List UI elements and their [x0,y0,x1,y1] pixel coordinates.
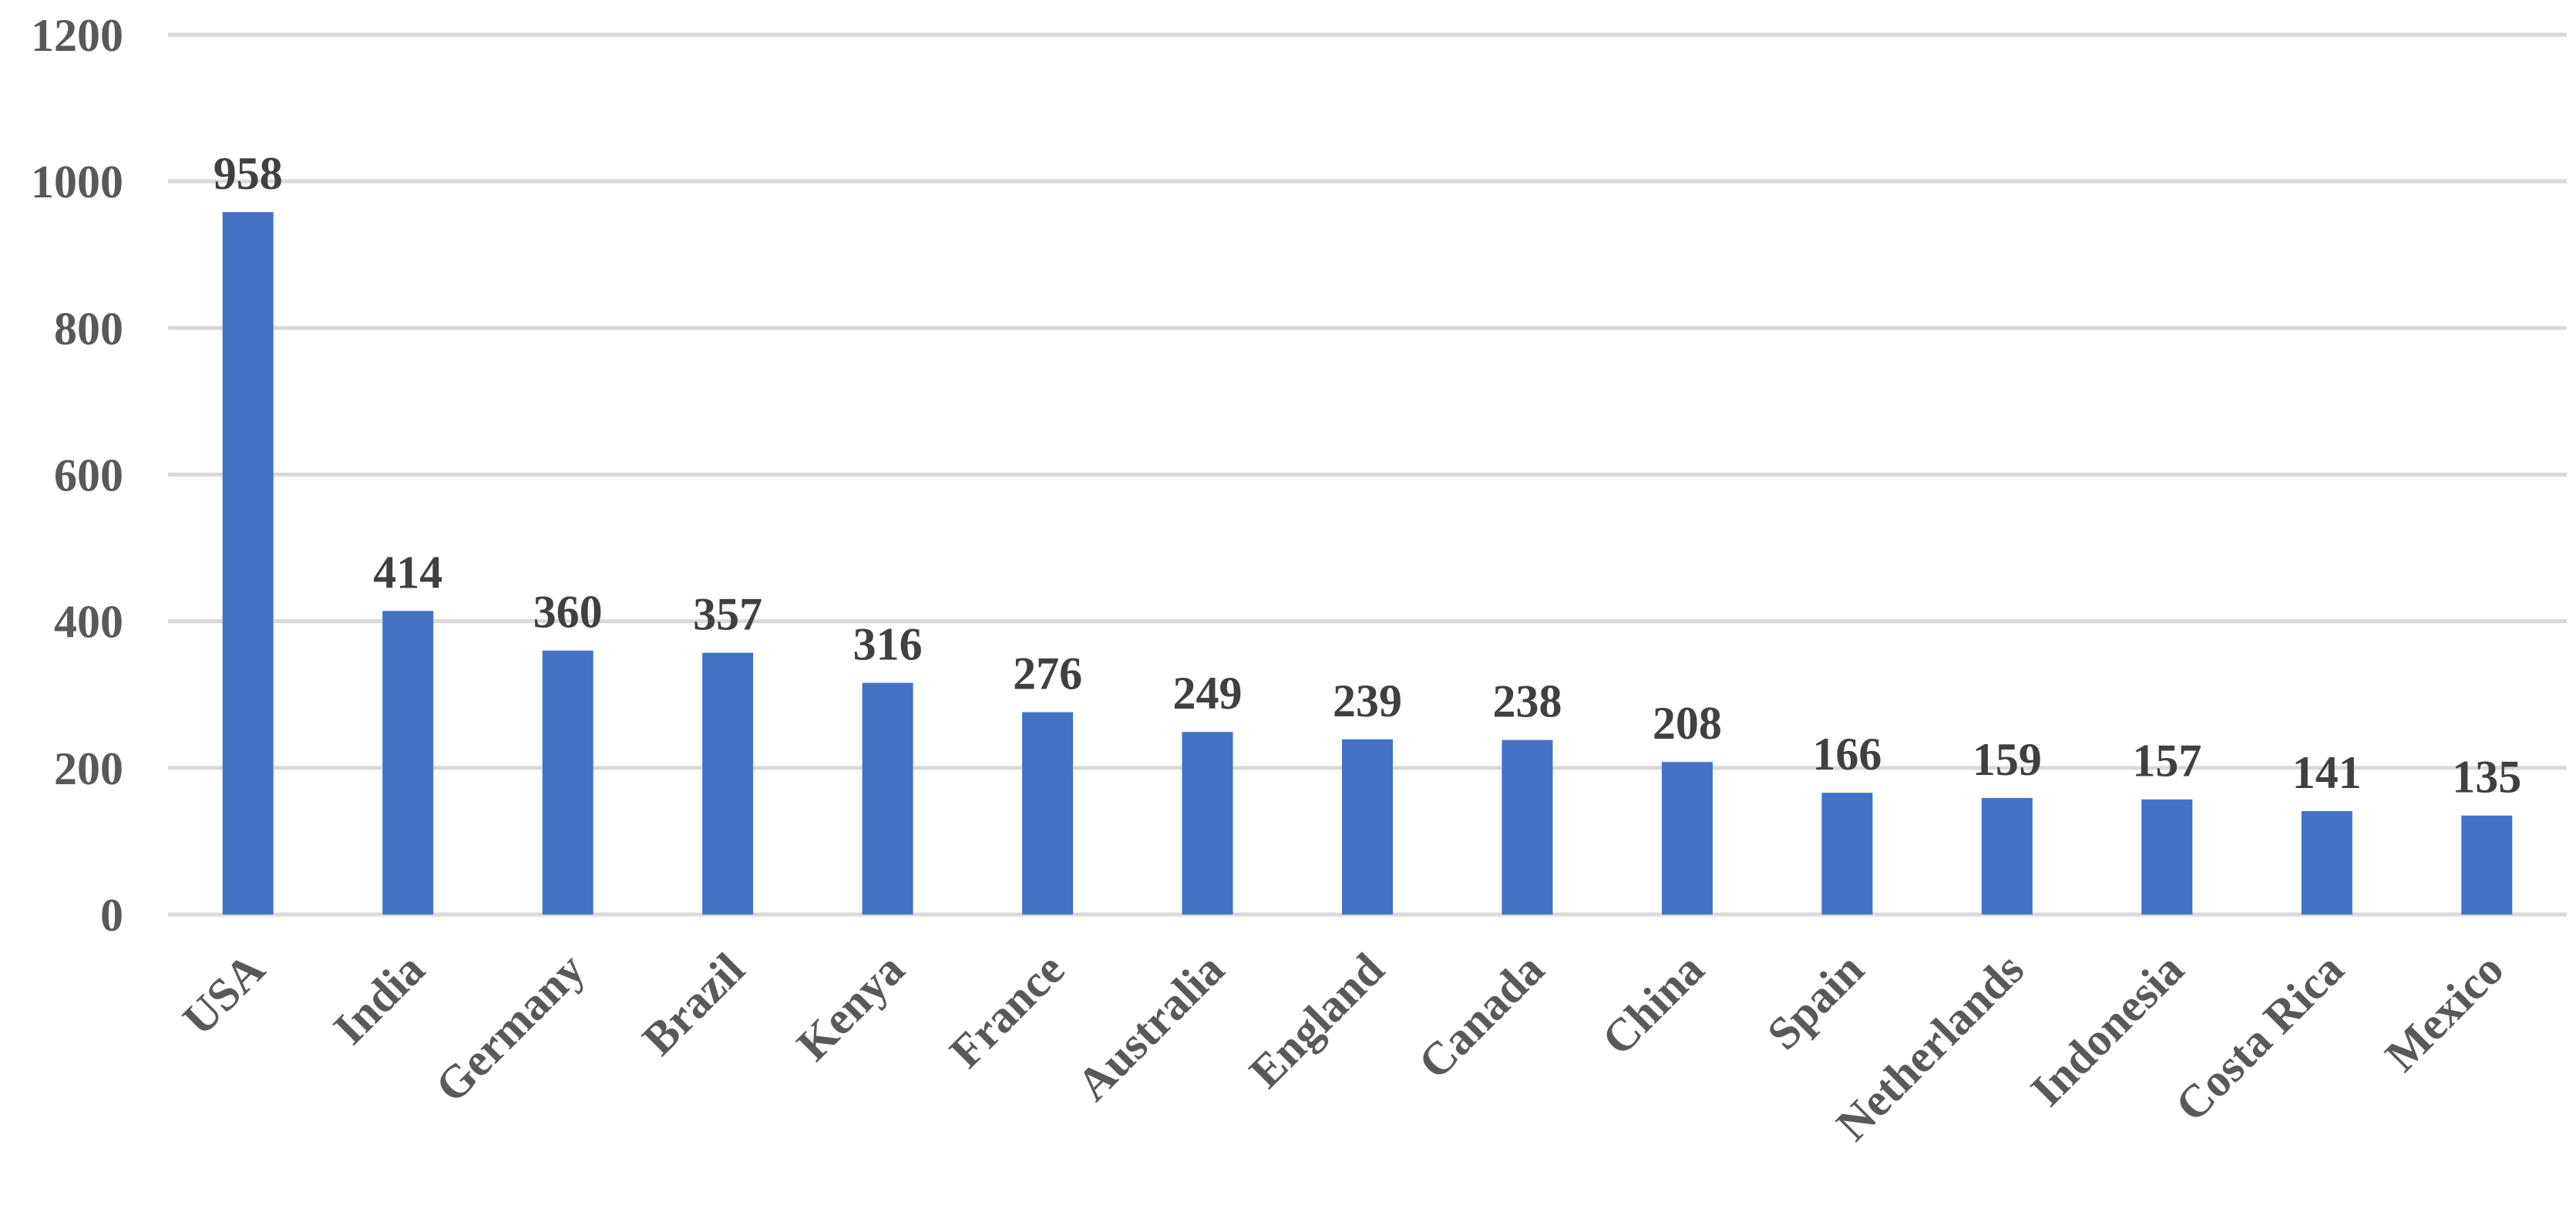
y-tick-label: 1000 [31,157,123,207]
data-label: 157 [2132,736,2201,787]
x-tick-label: Brazil [633,944,754,1065]
y-tick-label: 200 [54,743,123,794]
y-tick-label: 0 [100,890,123,941]
x-tick-label: Germany [425,944,594,1113]
data-label: 360 [533,587,603,638]
bars [222,212,2513,915]
data-label: 316 [853,619,923,670]
y-axis-tick-labels: 0 200 400 600 800 1000 1200 [31,10,123,941]
bar-brazil [702,652,754,915]
bar-canada [1502,739,1553,915]
data-label: 238 [1492,676,1562,727]
y-tick-label: 1200 [31,10,123,61]
bar-england [1342,739,1393,915]
y-tick-label: 600 [54,450,123,501]
data-label: 958 [214,148,283,199]
data-labels: 958 414 360 357 316 276 249 239 238 208 166 159 157 1… [214,148,2522,803]
data-label: 141 [2292,747,2362,798]
data-label: 135 [2452,752,2521,803]
x-tick-label: Indonesia [2021,944,2194,1117]
x-tick-label: Mexico [2376,944,2514,1082]
bar-india [382,611,434,915]
bar-mexico [2461,815,2513,915]
data-label: 166 [1812,729,1882,780]
bar-netherlands [1981,797,2033,915]
data-label: 208 [1653,698,1722,749]
x-tick-label: China [1592,944,1714,1066]
x-tick-label: Kenya [787,944,914,1071]
bar-china [1661,762,1713,915]
data-label: 249 [1173,668,1243,719]
x-tick-label: USA [173,944,274,1046]
data-label: 414 [373,547,442,598]
x-tick-label: France [940,944,1074,1078]
data-label: 357 [693,589,762,640]
bar-usa [222,212,274,915]
data-label: 276 [1013,648,1082,699]
bar-kenya [862,682,913,915]
bar-costa-rica [2301,810,2352,915]
bar-germany [542,650,594,915]
bar-indonesia [2141,799,2193,915]
bar-france [1022,712,1074,915]
bar-spain [1821,793,1873,915]
data-label: 159 [1972,734,2042,785]
x-tick-label: Canada [1409,944,1554,1089]
x-tick-label: India [324,944,434,1054]
y-tick-label: 800 [54,303,123,354]
x-tick-label: Australia [1067,944,1233,1110]
x-tick-label: Costa Rica [2166,944,2353,1131]
x-tick-label: Spain [1757,944,1873,1059]
data-label: 239 [1333,675,1402,726]
x-tick-label: England [1239,944,1394,1098]
y-tick-label: 400 [54,597,123,648]
bar-australia [1182,732,1233,915]
